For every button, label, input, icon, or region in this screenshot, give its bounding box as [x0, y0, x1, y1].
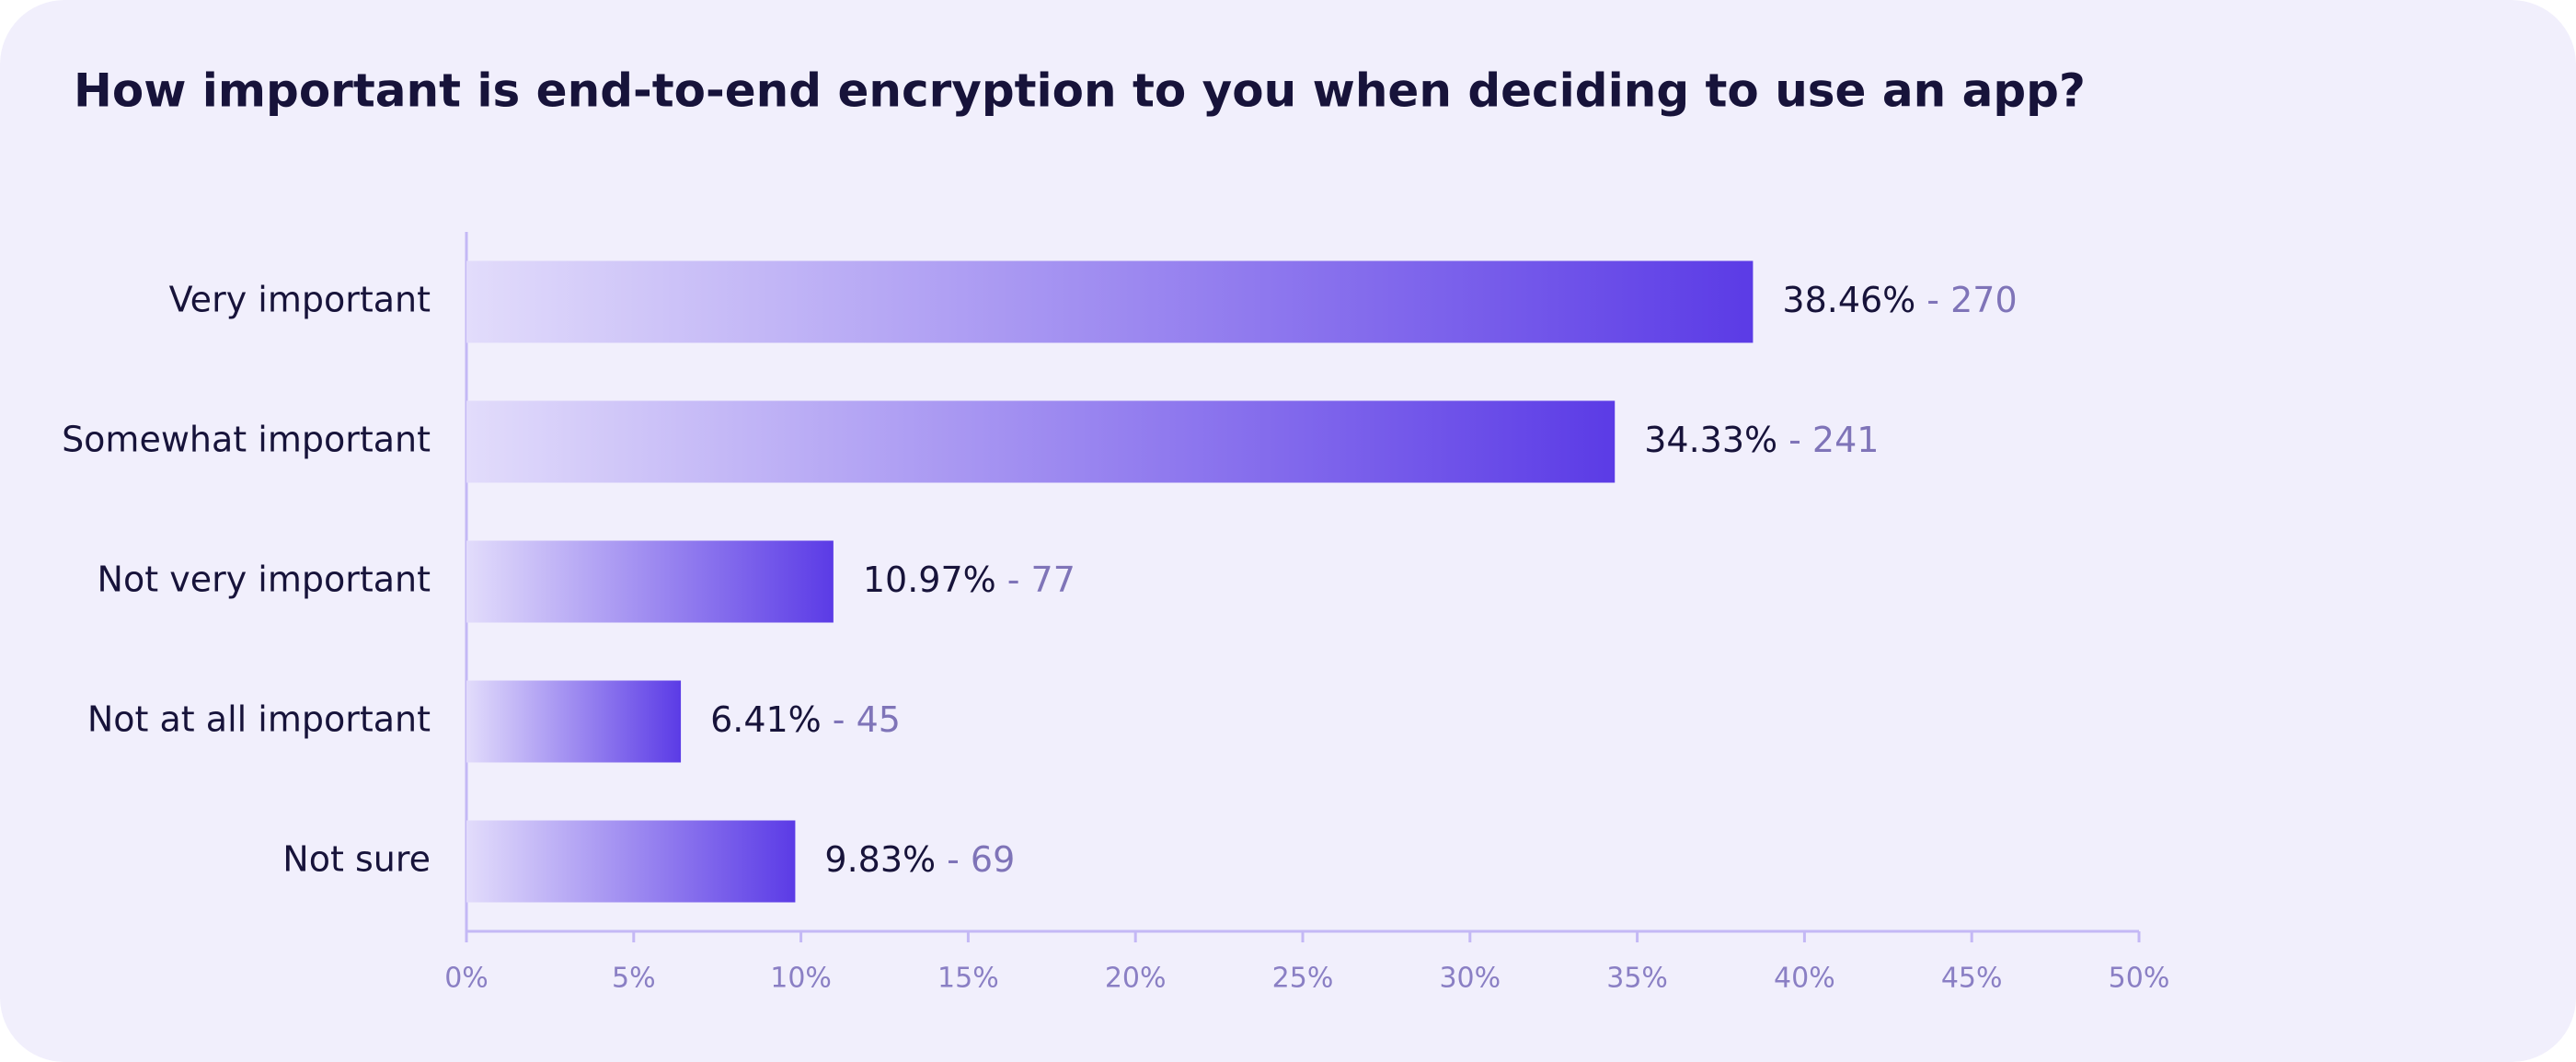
- count-label: - 45: [833, 699, 901, 740]
- value-label: 10.97%: [863, 560, 996, 600]
- x-tick-label: 40%: [1774, 963, 1835, 995]
- value-label: 34.33%: [1644, 420, 1777, 460]
- data-label: 10.97% - 77: [863, 560, 1075, 600]
- x-tick-label: 15%: [937, 963, 999, 995]
- data-label: 9.83% - 69: [824, 839, 1015, 880]
- value-label: 9.83%: [824, 839, 936, 880]
- category-label: Somewhat important: [62, 420, 431, 460]
- x-tick-label: 10%: [770, 963, 832, 995]
- bar: [466, 820, 796, 903]
- data-label: 6.41% - 45: [710, 699, 901, 740]
- bar: [466, 260, 1754, 343]
- count-label: - 77: [1007, 560, 1075, 600]
- x-tick-label: 45%: [1941, 963, 2003, 995]
- chart-title: How important is end-to-end encryption t…: [74, 64, 2086, 118]
- bar: [466, 540, 834, 623]
- bar: [466, 680, 682, 763]
- category-label: Very important: [169, 280, 431, 320]
- count-label: - 241: [1788, 420, 1879, 460]
- x-tick-label: 50%: [2109, 963, 2170, 995]
- x-tick-label: 20%: [1105, 963, 1167, 995]
- category-label: Not very important: [98, 560, 431, 600]
- count-label: - 69: [947, 839, 1015, 880]
- count-label: - 270: [1926, 280, 2017, 320]
- value-label: 6.41%: [710, 699, 822, 740]
- x-tick-label: 25%: [1272, 963, 1334, 995]
- x-tick-label: 5%: [612, 963, 656, 995]
- x-tick-label: 30%: [1439, 963, 1501, 995]
- data-label: 34.33% - 241: [1644, 420, 1879, 460]
- bar: [466, 400, 1616, 483]
- x-tick-label: 35%: [1606, 963, 1668, 995]
- category-label: Not at all important: [87, 699, 431, 740]
- x-tick-label: 0%: [444, 963, 489, 995]
- value-label: 38.46%: [1782, 280, 1915, 320]
- data-label: 38.46% - 270: [1782, 280, 2017, 320]
- category-label: Not sure: [282, 839, 431, 880]
